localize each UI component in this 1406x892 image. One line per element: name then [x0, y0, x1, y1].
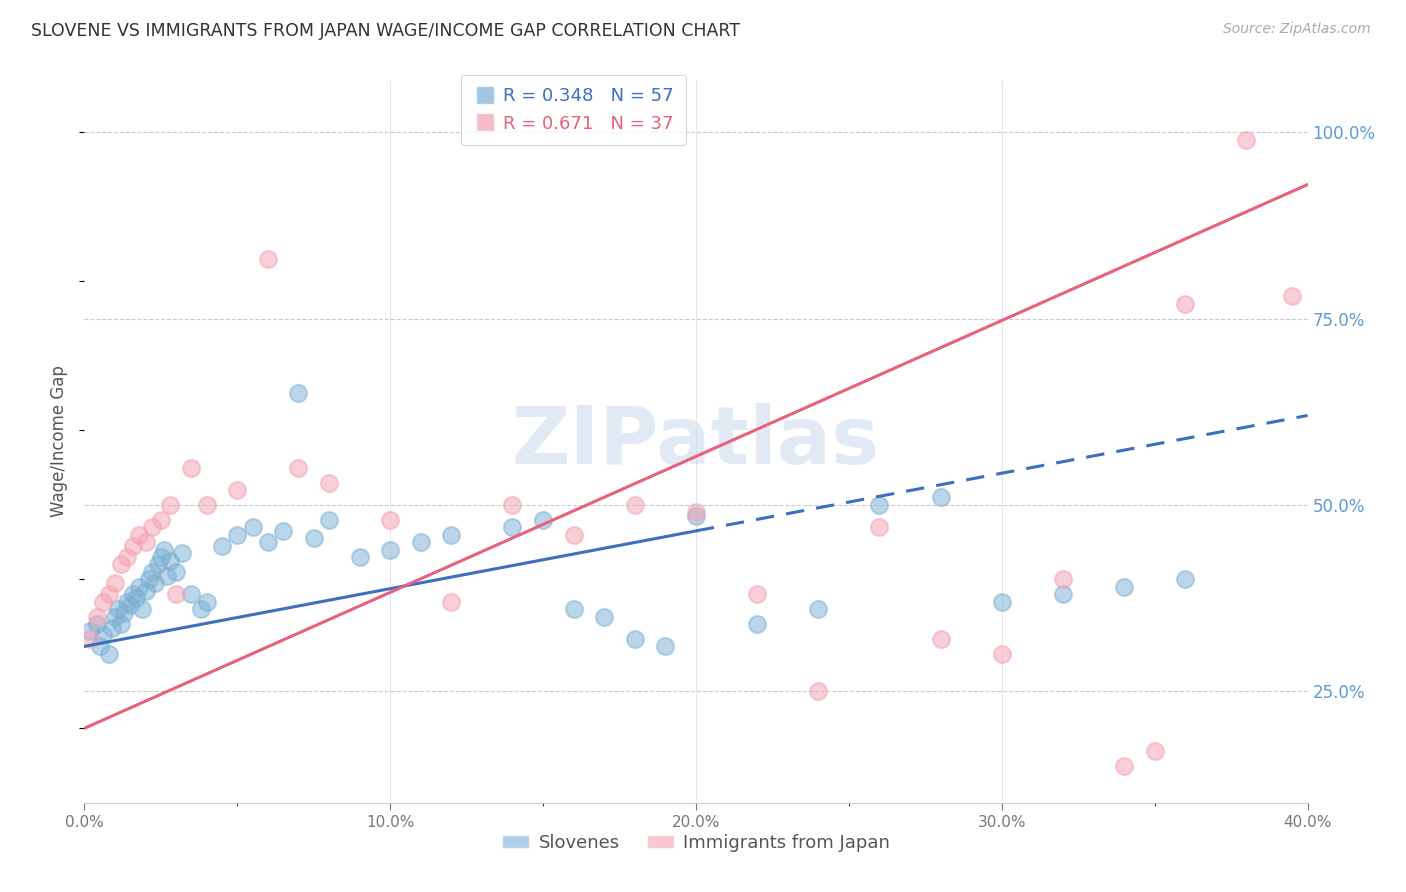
- Point: [226, 483, 249, 497]
- Point: [156, 568, 179, 582]
- Point: [131, 602, 153, 616]
- Point: [242, 520, 264, 534]
- Point: [991, 595, 1014, 609]
- Point: [807, 602, 830, 616]
- Point: [143, 576, 166, 591]
- Point: [929, 632, 952, 646]
- Point: [1174, 572, 1197, 586]
- Point: [86, 617, 108, 632]
- Point: [685, 509, 707, 524]
- Point: [440, 527, 463, 541]
- Point: [128, 580, 150, 594]
- Point: [104, 609, 127, 624]
- Point: [440, 595, 463, 609]
- Point: [502, 498, 524, 512]
- Point: [302, 532, 325, 546]
- Point: [110, 617, 132, 632]
- Point: [1052, 572, 1074, 586]
- Point: [141, 520, 163, 534]
- Point: [562, 602, 585, 616]
- Point: [349, 549, 371, 564]
- Point: [1052, 587, 1074, 601]
- Point: [1236, 133, 1258, 147]
- Point: [107, 602, 129, 616]
- Point: [593, 609, 616, 624]
- Point: [271, 524, 294, 538]
- Point: [257, 535, 280, 549]
- Point: [747, 587, 769, 601]
- Point: [115, 595, 138, 609]
- Point: [159, 498, 181, 512]
- Point: [1281, 289, 1303, 303]
- Point: [502, 520, 524, 534]
- Point: [1114, 758, 1136, 772]
- Point: [79, 632, 101, 646]
- Point: [180, 460, 202, 475]
- Point: [869, 520, 891, 534]
- Point: [195, 595, 218, 609]
- Point: [624, 498, 647, 512]
- Point: [287, 460, 309, 475]
- Text: ZIPatlas: ZIPatlas: [512, 402, 880, 481]
- Point: [195, 498, 218, 512]
- Point: [149, 513, 172, 527]
- Point: [318, 475, 340, 490]
- Point: [128, 527, 150, 541]
- Point: [153, 542, 176, 557]
- Point: [101, 621, 124, 635]
- Point: [97, 587, 120, 601]
- Point: [141, 565, 163, 579]
- Point: [79, 624, 101, 639]
- Point: [190, 602, 212, 616]
- Point: [122, 539, 145, 553]
- Point: [91, 595, 114, 609]
- Point: [287, 386, 309, 401]
- Point: [89, 640, 111, 654]
- Point: [165, 565, 187, 579]
- Text: SLOVENE VS IMMIGRANTS FROM JAPAN WAGE/INCOME GAP CORRELATION CHART: SLOVENE VS IMMIGRANTS FROM JAPAN WAGE/IN…: [31, 22, 740, 40]
- Point: [531, 513, 554, 527]
- Point: [172, 546, 194, 560]
- Point: [380, 513, 402, 527]
- Point: [654, 640, 676, 654]
- Point: [380, 542, 402, 557]
- Point: [747, 617, 769, 632]
- Point: [112, 606, 135, 620]
- Point: [149, 549, 172, 564]
- Point: [562, 527, 585, 541]
- Point: [110, 558, 132, 572]
- Point: [125, 591, 148, 605]
- Point: [1143, 744, 1166, 758]
- Point: [869, 498, 891, 512]
- Point: [1114, 580, 1136, 594]
- Point: [135, 535, 157, 549]
- Point: [104, 576, 127, 591]
- Point: [1174, 297, 1197, 311]
- Text: Source: ZipAtlas.com: Source: ZipAtlas.com: [1223, 22, 1371, 37]
- Point: [257, 252, 280, 266]
- Legend: Slovenes, Immigrants from Japan: Slovenes, Immigrants from Japan: [495, 826, 897, 859]
- Point: [624, 632, 647, 646]
- Point: [115, 549, 138, 564]
- Point: [86, 609, 108, 624]
- Point: [120, 599, 142, 613]
- Point: [122, 587, 145, 601]
- Y-axis label: Wage/Income Gap: Wage/Income Gap: [51, 366, 69, 517]
- Point: [135, 583, 157, 598]
- Point: [91, 628, 114, 642]
- Point: [807, 684, 830, 698]
- Point: [318, 513, 340, 527]
- Point: [226, 527, 249, 541]
- Point: [165, 587, 187, 601]
- Point: [180, 587, 202, 601]
- Point: [991, 647, 1014, 661]
- Point: [138, 572, 160, 586]
- Point: [146, 558, 169, 572]
- Point: [685, 505, 707, 519]
- Point: [159, 554, 181, 568]
- Point: [929, 491, 952, 505]
- Point: [409, 535, 432, 549]
- Point: [211, 539, 233, 553]
- Point: [97, 647, 120, 661]
